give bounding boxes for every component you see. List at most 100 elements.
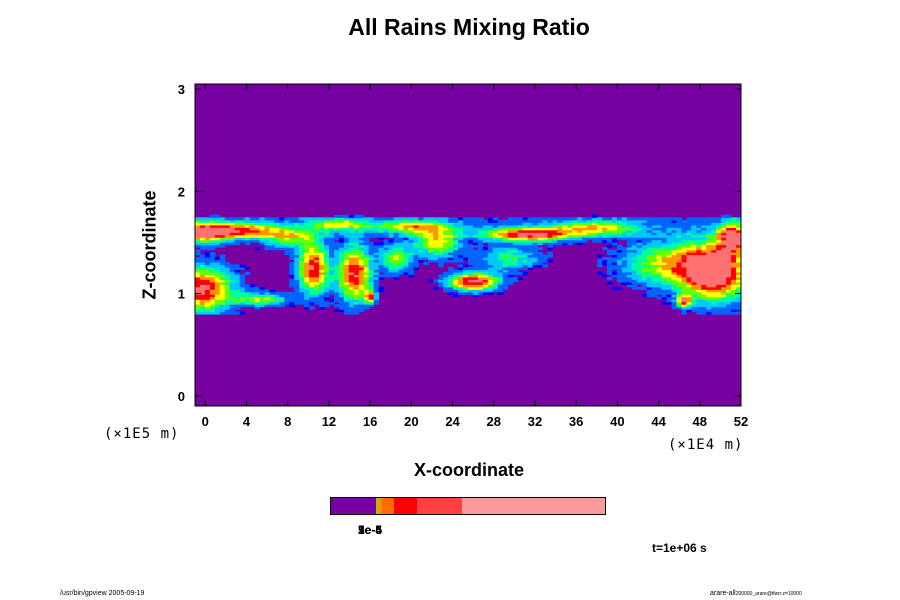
heatmap-cell (353, 306, 360, 310)
heatmap-cell (408, 274, 414, 278)
heatmap-cell (209, 266, 216, 270)
heatmap-cell (304, 284, 310, 288)
heatmap-cell (641, 234, 648, 238)
heatmap-cell (458, 247, 464, 251)
heatmap-cell (721, 254, 727, 258)
heatmap-cell (338, 229, 345, 233)
heatmap-cell (319, 239, 325, 243)
heatmap-cell (195, 304, 201, 308)
heatmap-cell (676, 249, 683, 253)
heatmap-cell (487, 224, 494, 228)
heatmap-cell (383, 269, 390, 273)
heatmap-cell (274, 222, 280, 226)
heatmap-cell (264, 224, 271, 228)
heatmap-cell (214, 304, 221, 308)
heatmap-cell (706, 219, 712, 223)
heatmap-cell (562, 239, 568, 243)
heatmap-cell (398, 224, 405, 228)
heatmap-cell (686, 269, 692, 273)
heatmap-cell (726, 234, 732, 238)
heatmap-cell (512, 232, 519, 236)
heatmap-cell (299, 301, 305, 305)
heatmap-cell (472, 237, 479, 241)
heatmap-cell (716, 309, 722, 313)
heatmap-cell (284, 229, 290, 233)
heatmap-cell (701, 247, 707, 251)
heatmap-cell (731, 306, 737, 310)
heatmap-cell (294, 254, 300, 258)
heatmap-cell (363, 237, 370, 241)
heatmap-cell (358, 259, 365, 263)
heatmap-cell (239, 289, 246, 293)
heatmap-cell (626, 276, 633, 280)
heatmap-cell (398, 217, 405, 221)
heatmap-cell (487, 276, 494, 280)
heatmap-cell (517, 249, 524, 253)
heatmap-cell (363, 271, 370, 275)
heatmap-cell (646, 289, 653, 293)
heatmap-cell (209, 284, 216, 288)
heatmap-cell (696, 234, 702, 238)
heatmap-cell (279, 244, 285, 248)
heatmap-cell (219, 254, 226, 258)
heatmap-cell (309, 237, 315, 241)
heatmap-cell (661, 276, 668, 280)
heatmap-cell (289, 271, 295, 275)
heatmap-cell (309, 271, 315, 275)
heatmap-cell (209, 254, 216, 258)
heatmap-cell (626, 252, 633, 256)
heatmap-cell (721, 269, 727, 273)
heatmap-cell (631, 219, 638, 223)
heatmap-cell (338, 294, 345, 298)
heatmap-cell (472, 232, 479, 236)
heatmap-cell (195, 259, 201, 263)
heatmap-cell (443, 252, 449, 256)
heatmap-cell (368, 224, 375, 228)
heatmap-cell (209, 232, 216, 236)
heatmap-cell (214, 266, 221, 270)
heatmap-cell (368, 222, 375, 226)
heatmap-cell (373, 242, 380, 246)
heatmap-cell (706, 232, 712, 236)
heatmap-cell (651, 249, 658, 253)
heatmap-cell (244, 227, 251, 231)
heatmap-cell (522, 249, 529, 253)
heatmap-cell (557, 234, 563, 238)
heatmap-cell (219, 234, 226, 238)
heatmap-cell (353, 247, 360, 251)
heatmap-cell (239, 227, 246, 231)
heatmap-cell (656, 271, 663, 275)
heatmap-cell (448, 252, 454, 256)
heatmap-cell (294, 276, 300, 280)
heatmap-cell (691, 269, 697, 273)
heatmap-cell (671, 286, 678, 290)
heatmap-cell (726, 264, 732, 268)
heatmap-cell (711, 239, 717, 243)
heatmap-cell (656, 261, 663, 266)
heatmap-cell (676, 279, 683, 283)
heatmap-cell (393, 244, 400, 248)
heatmap-cell (507, 222, 514, 226)
heatmap-cell (343, 311, 350, 315)
heatmap-cell (661, 286, 668, 290)
heatmap-cell (413, 247, 419, 251)
heatmap-cell (219, 242, 226, 246)
heatmap-cell (433, 232, 439, 236)
heatmap-cell (224, 311, 231, 315)
heatmap-cell (592, 222, 598, 226)
heatmap-cell (696, 309, 702, 313)
heatmap-cell (403, 264, 410, 268)
heatmap-cell (626, 222, 633, 226)
heatmap-cell (611, 227, 618, 231)
heatmap-cell (726, 259, 732, 263)
heatmap-cell (289, 247, 295, 251)
heatmap-cell (234, 304, 241, 308)
heatmap-cell (636, 224, 643, 228)
heatmap-cell (726, 309, 732, 313)
heatmap-cell (492, 284, 499, 288)
heatmap-cell (562, 219, 568, 223)
heatmap-cell (726, 311, 732, 315)
heatmap-cell (463, 217, 469, 221)
heatmap-cell (378, 252, 385, 256)
heatmap-cell (448, 279, 454, 283)
